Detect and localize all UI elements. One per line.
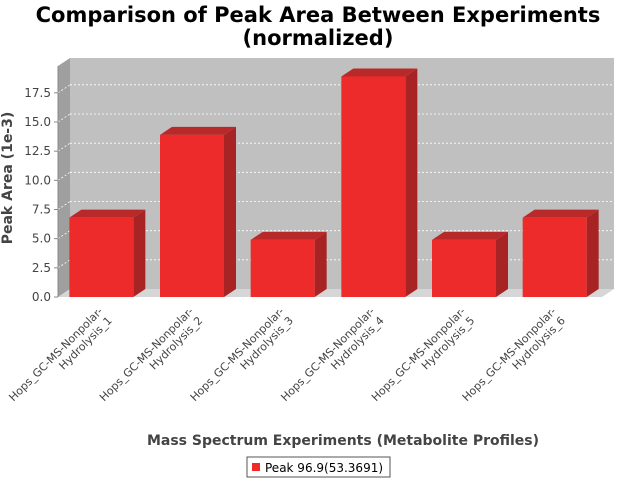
gridline-side <box>57 113 71 123</box>
bar-front <box>69 217 134 297</box>
y-tick-label: 10.0 <box>24 173 51 187</box>
y-tick-label: 12.5 <box>24 144 51 158</box>
bar <box>432 231 508 297</box>
bar <box>160 126 236 297</box>
bar-front <box>341 76 406 297</box>
bar-top <box>250 231 327 240</box>
bar-side <box>586 209 599 297</box>
bar <box>341 68 418 297</box>
y-tick-label: 15.0 <box>24 115 51 129</box>
bar-top <box>341 68 418 77</box>
gridline-side <box>57 230 71 239</box>
bar-side <box>133 209 146 297</box>
bar-side <box>224 126 236 297</box>
bar-front <box>522 217 587 297</box>
bar-top <box>160 126 236 135</box>
gridline-side <box>57 142 71 152</box>
x-axis-label: Mass Spectrum Experiments (Metabolite Pr… <box>147 433 539 449</box>
bar <box>250 231 327 297</box>
y-tick-label: 5.0 <box>32 232 51 246</box>
gridline-side <box>57 84 71 94</box>
bars <box>69 68 599 297</box>
plot-left-wall <box>58 58 70 297</box>
legend: Peak 96.9(53.3691) <box>246 456 391 478</box>
x-axis-categories: Hops_GC-MS-Nonpolar-Hydrolysis_1Hops_GC-… <box>6 305 568 413</box>
bar <box>522 209 599 297</box>
gridline-side <box>57 201 71 210</box>
y-tick-label: 7.5 <box>32 203 51 217</box>
bar-top <box>432 231 508 240</box>
y-axis-label: Peak Area (1e-3) <box>0 112 16 245</box>
y-tick-label: 0.0 <box>32 290 51 304</box>
y-axis-ticks: 0.0 2.5 5.0 7.5 10.0 12.5 15.0 17.5 <box>24 86 58 304</box>
chart-title-line-1: Comparison of Peak Area Between Experime… <box>36 3 601 27</box>
legend-swatch <box>252 463 260 471</box>
y-tick-label: 2.5 <box>32 261 51 275</box>
x-tick-label: Hops_GC-MS-Nonpolar-Hydrolysis_6 <box>460 305 568 413</box>
bar-top <box>69 209 146 218</box>
bar-front <box>432 239 496 297</box>
bar <box>69 209 146 297</box>
gridline-side <box>57 259 71 269</box>
bar-side <box>496 231 508 297</box>
bar-front <box>160 134 224 297</box>
bar-side <box>405 68 418 297</box>
gridline-side <box>57 172 71 181</box>
bar-top <box>522 209 599 218</box>
bar-front <box>250 239 315 297</box>
bar-side <box>314 231 327 297</box>
legend-label: Peak 96.9(53.3691) <box>265 461 383 475</box>
y-tick-label: 17.5 <box>24 86 51 100</box>
chart-title-line-2: (normalized) <box>243 26 394 50</box>
legend-box <box>246 456 391 478</box>
